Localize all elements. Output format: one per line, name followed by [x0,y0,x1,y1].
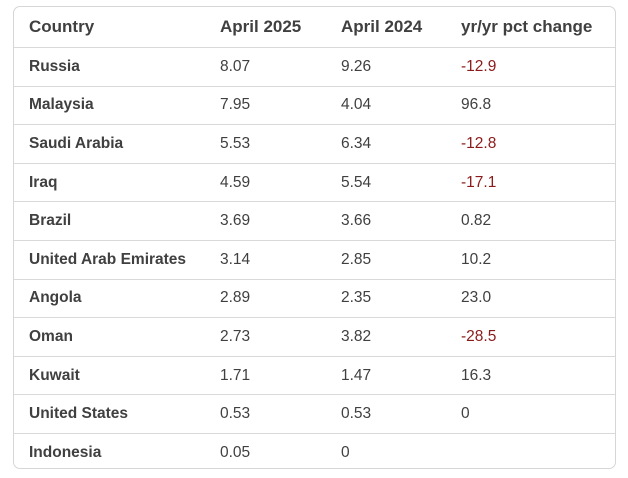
cell-april-2024: 2.85 [326,240,446,280]
cell-yr-yr-pct-change: 0.82 [446,201,615,241]
country-comparison-table: Country April 2025 April 2024 yr/yr pct … [14,7,615,469]
cell-yr-yr-pct-change: 16.3 [446,356,615,396]
table-row: Oman 2.73 3.82 -28.5 [14,317,615,357]
header-yr-yr-pct-change: yr/yr pct change [446,7,615,48]
cell-april-2024: 9.26 [326,47,446,87]
cell-april-2025: 5.53 [205,124,326,164]
cell-april-2025: 7.95 [205,86,326,126]
header-april-2024: April 2024 [326,7,446,48]
cell-country: United States [14,394,205,434]
cell-yr-yr-pct-change: -12.9 [446,47,615,87]
cell-country: Saudi Arabia [14,124,205,164]
cell-yr-yr-pct-change: -28.5 [446,317,615,357]
cell-april-2025: 3.69 [205,201,326,241]
cell-april-2024: 2.35 [326,279,446,319]
cell-country: Kuwait [14,356,205,396]
cell-april-2024: 1.47 [326,356,446,396]
table-row: Indonesia 0.05 0 [14,433,615,468]
cell-country: Angola [14,279,205,319]
cell-country: Indonesia [29,443,102,461]
table-body: Russia 8.07 9.26 -12.9 Malaysia 7.95 4.04 96.8 S… [14,47,615,469]
cell-country: Iraq [14,163,205,203]
cell-april-2024: 3.66 [326,201,446,241]
cell-yr-yr-pct-change: 96.8 [446,86,615,126]
cell-april-2024: 5.54 [326,163,446,203]
cell-yr-yr-pct-change: -12.8 [446,124,615,164]
cell-april-2024: 0 [341,443,350,461]
cell-country: Brazil [14,201,205,241]
cell-yr-yr-pct-change: 10.2 [446,240,615,280]
cell-country: United Arab Emirates [14,240,205,280]
header-country: Country [14,7,205,48]
table-row: Kuwait 1.71 1.47 16.3 [14,356,615,396]
table-row: Iraq 4.59 5.54 -17.1 [14,163,615,203]
cell-april-2025: 2.73 [205,317,326,357]
table-row: Russia 8.07 9.26 -12.9 [14,47,615,87]
cell-country: Oman [14,317,205,357]
table-row: Malaysia 7.95 4.04 96.8 [14,86,615,126]
cell-april-2025: 3.14 [205,240,326,280]
cell-april-2025: 0.53 [205,394,326,434]
cell-yr-yr-pct-change: 0 [446,394,615,434]
header-april-2025: April 2025 [205,7,326,48]
cell-yr-yr-pct-change [446,433,615,468]
cell-april-2025: 8.07 [205,47,326,87]
cell-yr-yr-pct-change: -17.1 [446,163,615,203]
table-row: United States 0.53 0.53 0 [14,394,615,434]
cell-april-2024: 4.04 [326,86,446,126]
table-row: United Arab Emirates 3.14 2.85 10.2 [14,240,615,280]
cell-country: Malaysia [14,86,205,126]
cell-april-2025: 0.05 [220,443,251,461]
cell-april-2024: 3.82 [326,317,446,357]
table-header-row: Country April 2025 April 2024 yr/yr pct … [14,7,615,48]
cell-april-2025: 1.71 [205,356,326,396]
cell-april-2024: 0.53 [326,394,446,434]
cell-april-2025: 2.89 [205,279,326,319]
table-row: Brazil 3.69 3.66 0.82 [14,201,615,241]
cell-yr-yr-pct-change: 23.0 [446,279,615,319]
cell-april-2025: 4.59 [205,163,326,203]
table-row: Saudi Arabia 5.53 6.34 -12.8 [14,124,615,164]
table-row: Angola 2.89 2.35 23.0 [14,279,615,319]
cell-april-2024: 6.34 [326,124,446,164]
cell-country: Russia [14,47,205,87]
data-table-card: Country April 2025 April 2024 yr/yr pct … [13,6,616,469]
